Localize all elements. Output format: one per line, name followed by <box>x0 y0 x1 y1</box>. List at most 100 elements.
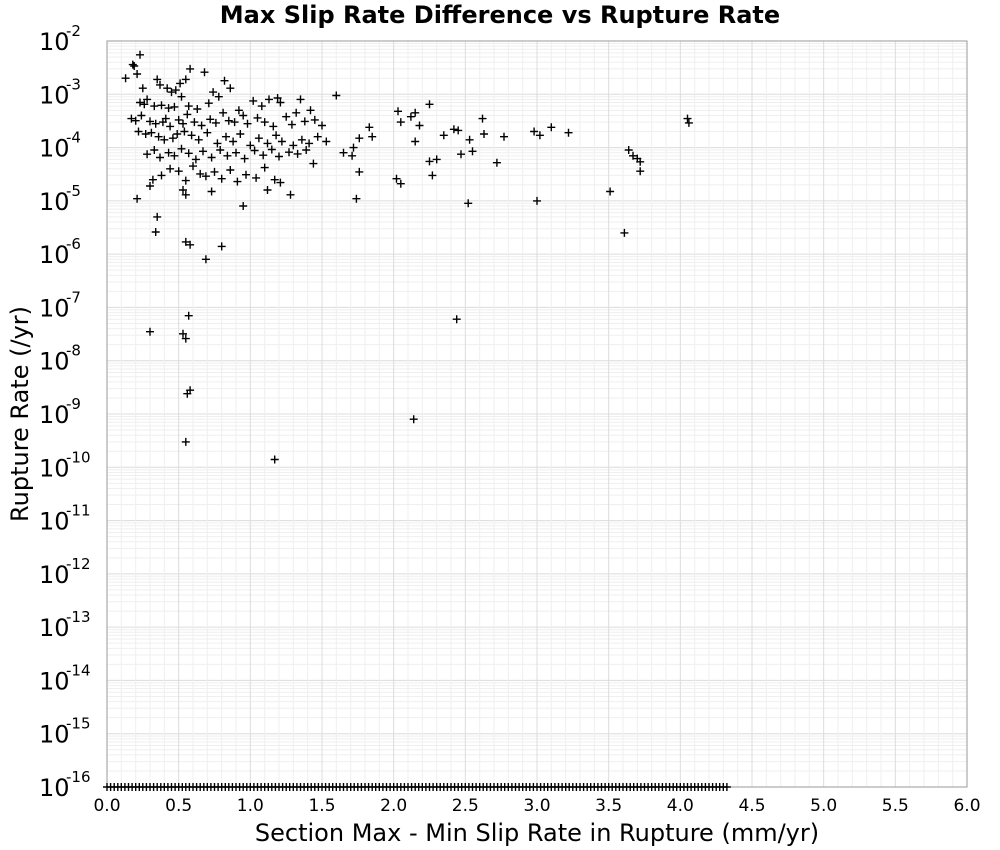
y-tick-exponent: -15 <box>66 715 91 733</box>
data-point <box>253 113 262 122</box>
y-tick-base: 10 <box>39 508 70 536</box>
x-tick-label: 1.5 <box>308 796 335 816</box>
y-axis-label: Rupture Rate (/yr) <box>6 306 34 522</box>
data-point <box>535 131 544 140</box>
data-point <box>211 118 220 127</box>
data-point <box>265 95 273 104</box>
data-point <box>684 118 693 127</box>
data-point <box>151 228 160 236</box>
data-point <box>206 115 215 124</box>
data-point <box>164 148 173 157</box>
data-point <box>465 135 474 144</box>
y-tick-label: 10-3 <box>39 75 81 109</box>
y-tick-exponent: -9 <box>66 395 81 413</box>
data-point <box>223 151 232 160</box>
data-point <box>250 146 259 155</box>
x-axis-label: Section Max - Min Slip Rate in Rupture (… <box>255 819 819 847</box>
data-point <box>166 122 175 131</box>
data-point <box>190 118 199 127</box>
data-point <box>252 173 261 182</box>
y-tick-base: 10 <box>39 188 70 216</box>
y-tick-exponent: -2 <box>66 22 81 40</box>
data-point <box>464 199 473 208</box>
y-axis-ticks: 10-210-310-410-510-610-710-810-910-1010-… <box>39 22 91 802</box>
data-point <box>156 80 164 89</box>
data-point <box>259 151 268 160</box>
data-point <box>153 75 162 84</box>
data-point <box>480 130 488 138</box>
data-point <box>146 327 154 336</box>
data-point-floor <box>722 783 731 791</box>
data-point <box>409 415 418 424</box>
data-point <box>547 123 556 132</box>
data-point <box>457 150 465 159</box>
x-tick-label: 2.5 <box>452 796 479 816</box>
y-tick-label: 10-2 <box>39 22 81 56</box>
y-tick-base: 10 <box>39 614 70 642</box>
data-point <box>411 137 420 146</box>
chart-title: Max Slip Rate Difference vs Rupture Rate <box>220 1 780 29</box>
data-point <box>273 94 282 102</box>
data-point <box>157 171 166 180</box>
data-point <box>166 164 175 173</box>
data-point <box>201 172 210 181</box>
data-point <box>339 148 348 157</box>
data-point <box>296 95 305 104</box>
x-tick-label: 6.0 <box>953 796 980 816</box>
y-tick-base: 10 <box>39 348 70 376</box>
data-point <box>196 169 205 178</box>
y-tick-exponent: -6 <box>66 235 81 253</box>
data-point <box>492 158 501 167</box>
y-tick-label: 10-14 <box>39 661 91 695</box>
y-tick-exponent: -3 <box>66 75 81 93</box>
data-point <box>322 137 331 146</box>
data-point <box>167 88 176 97</box>
data-point <box>257 102 266 111</box>
data-point <box>270 455 279 464</box>
data-point <box>287 120 296 129</box>
data-point <box>157 101 166 110</box>
y-tick-exponent: -11 <box>66 502 91 520</box>
data-point <box>177 92 186 101</box>
data-point <box>160 135 169 144</box>
data-point <box>200 68 209 77</box>
data-point <box>425 100 434 109</box>
data-point <box>226 84 235 93</box>
data-point <box>234 106 243 115</box>
data-point <box>396 118 405 127</box>
data-point <box>147 128 156 137</box>
data-point <box>297 135 306 144</box>
data-point <box>177 144 186 153</box>
x-tick-label: 5.5 <box>882 796 909 816</box>
data-point <box>179 329 187 338</box>
data-point <box>207 187 216 196</box>
x-tick-label: 3.0 <box>523 796 550 816</box>
data-point <box>209 88 218 97</box>
data-point <box>127 114 136 123</box>
data-point <box>146 117 154 126</box>
data-point <box>365 123 374 132</box>
data-point <box>240 154 249 163</box>
y-tick-base: 10 <box>39 294 70 322</box>
data-point <box>176 79 185 88</box>
data-point <box>146 182 154 190</box>
data-point <box>226 166 235 174</box>
data-point <box>392 174 401 183</box>
data-point <box>249 96 258 105</box>
data-point <box>318 121 326 130</box>
data-point <box>204 99 213 108</box>
data-point <box>275 152 283 161</box>
data-point <box>302 146 311 154</box>
data-point <box>184 311 193 320</box>
data-point <box>636 157 645 166</box>
data-point <box>181 75 190 84</box>
data-point <box>220 76 229 85</box>
data-point <box>164 104 173 113</box>
data-point <box>137 111 146 120</box>
y-tick-label: 10-5 <box>39 182 81 216</box>
data-point <box>396 179 405 188</box>
data-point <box>260 163 269 172</box>
x-tick-label: 0.0 <box>93 796 120 816</box>
data-point <box>239 111 248 120</box>
